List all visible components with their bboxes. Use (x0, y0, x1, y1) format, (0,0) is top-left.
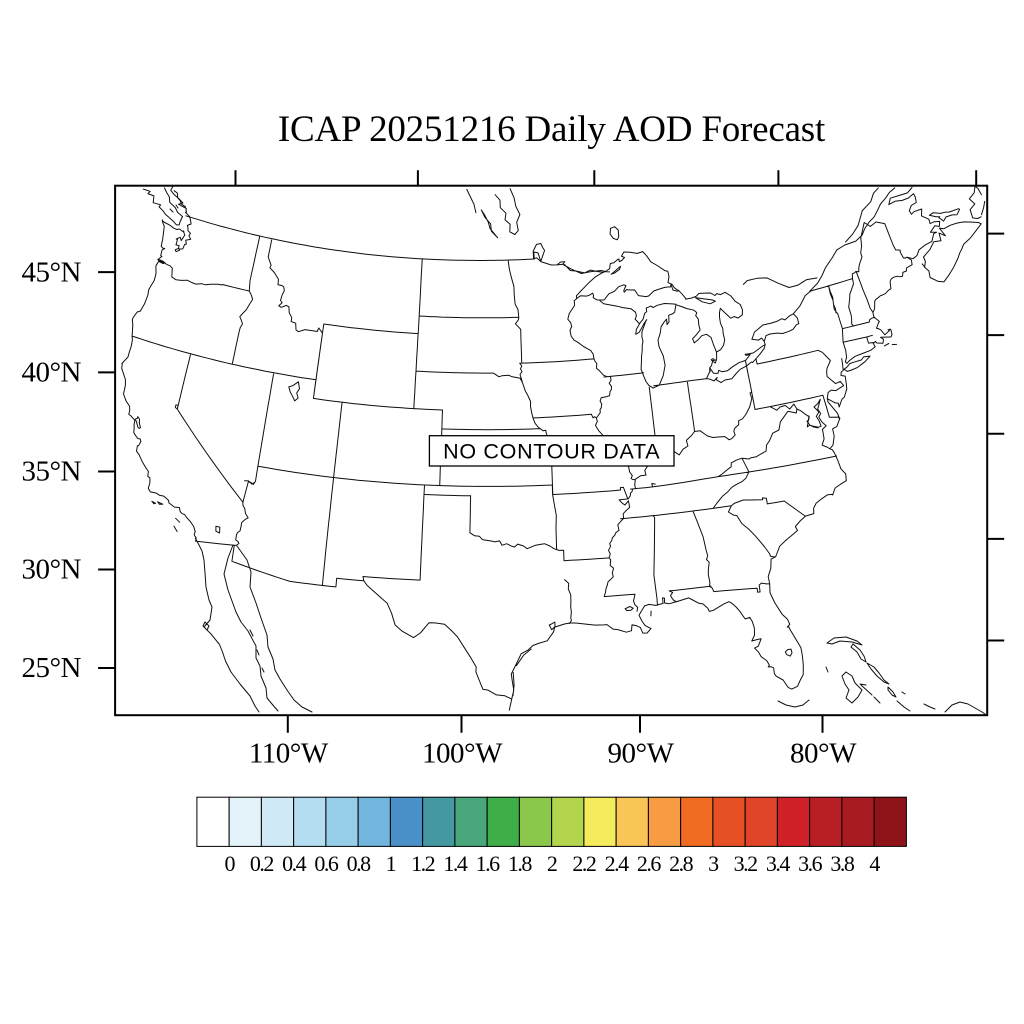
svg-text:45°N: 45°N (21, 256, 81, 288)
svg-text:40°N: 40°N (21, 357, 81, 389)
svg-text:3.8: 3.8 (830, 851, 855, 876)
svg-text:2.8: 2.8 (669, 851, 694, 876)
svg-text:1.8: 1.8 (508, 851, 533, 876)
svg-text:110°W: 110°W (249, 738, 329, 770)
svg-text:2.2: 2.2 (572, 851, 596, 876)
svg-text:1.4: 1.4 (443, 851, 468, 876)
svg-text:ICAP 20251216 Daily AOD Foreca: ICAP 20251216 Daily AOD Forecast (278, 109, 826, 150)
svg-text:35°N: 35°N (21, 456, 81, 488)
svg-text:3.6: 3.6 (798, 851, 823, 876)
svg-text:0.6: 0.6 (314, 851, 339, 876)
svg-text:NO CONTOUR DATA: NO CONTOUR DATA (443, 439, 660, 463)
svg-text:25°N: 25°N (21, 652, 81, 684)
svg-text:100°W: 100°W (422, 738, 503, 770)
svg-text:30°N: 30°N (21, 554, 81, 586)
svg-text:0.8: 0.8 (347, 851, 372, 876)
svg-text:0.2: 0.2 (250, 851, 274, 876)
svg-text:3.4: 3.4 (766, 851, 791, 876)
svg-text:2: 2 (547, 851, 557, 876)
svg-text:0: 0 (224, 851, 235, 876)
svg-text:1: 1 (386, 851, 396, 876)
svg-text:80°W: 80°W (790, 738, 857, 770)
svg-text:3.2: 3.2 (734, 851, 758, 876)
svg-text:1.2: 1.2 (411, 851, 435, 876)
svg-text:2.4: 2.4 (605, 851, 630, 876)
svg-text:90°W: 90°W (608, 738, 675, 770)
svg-text:4: 4 (869, 851, 880, 876)
svg-text:3: 3 (708, 851, 719, 876)
svg-text:1.6: 1.6 (476, 851, 501, 876)
svg-text:0.4: 0.4 (282, 851, 307, 876)
svg-text:2.6: 2.6 (637, 851, 662, 876)
